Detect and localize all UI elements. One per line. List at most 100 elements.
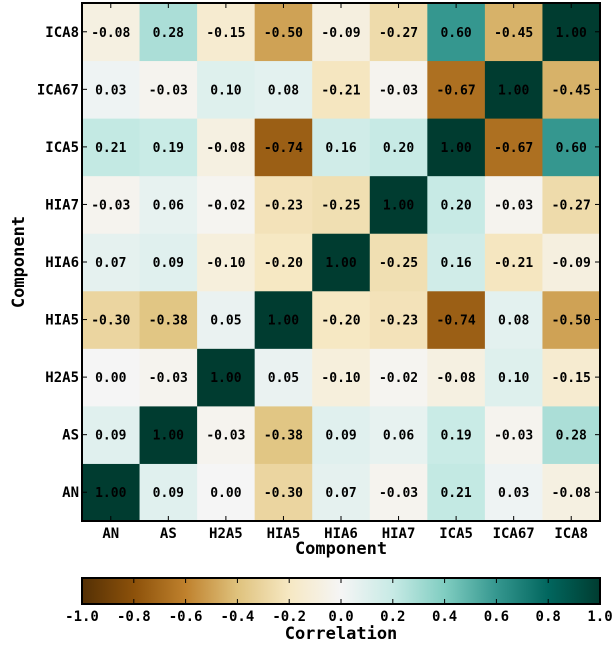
heatmap-cells [82,3,601,522]
cell-value-label: -0.30 [91,314,130,329]
cell-value-label: 1.00 [95,486,126,501]
y-tick-label: ICA8 [45,25,79,41]
cell-value-label: -0.09 [552,256,591,271]
heatmap-cell [139,290,198,349]
cell-value-label: -0.27 [379,26,418,41]
heatmap-cell [82,405,141,464]
colorbar-tick-label: -0.2 [272,609,306,625]
cell-value-label: -0.25 [379,256,418,271]
heatmap-cell [82,60,141,119]
heatmap-cell [369,175,428,234]
heatmap-cell [542,463,601,522]
x-tick-label: HIA7 [382,526,416,542]
heatmap-cell [254,405,313,464]
heatmap-cell [197,175,256,234]
cell-value-label: -0.10 [321,371,360,386]
colorbar-tick-label: 0.0 [328,609,353,625]
cell-value-label: 1.00 [556,26,587,41]
heatmap-cell [197,233,256,292]
heatmap-cell [542,348,601,407]
cell-value-label: 1.00 [440,141,471,156]
cell-value-label: -0.03 [149,371,188,386]
colorbar-label: Correlation [285,624,398,644]
heatmap-cell [139,118,198,177]
heatmap-cell [542,118,601,177]
cell-value-label: 0.09 [95,429,126,444]
x-tick-label: AN [102,526,119,542]
heatmap-cell [484,463,543,522]
y-tick-label: ICA67 [37,82,79,98]
heatmap-cell [139,463,198,522]
heatmap-cell [484,233,543,292]
x-tick-label: ICA8 [554,526,588,542]
colorbar-ticks: -1.0 -0.8 -0.6 -0.4 -0.2 0.0 0.2 0.4 0.6 0.8 1.0 [65,578,613,625]
heatmap-cell [254,60,313,119]
heatmap-cell [139,175,198,234]
y-tick-label: HIA7 [45,197,79,213]
heatmap-cell [369,290,428,349]
heatmap-cell [197,60,256,119]
heatmap-cell [197,463,256,522]
cell-value-label: -0.67 [494,141,533,156]
heatmap-cell [542,60,601,119]
heatmap-cell [312,348,371,407]
cell-value-label: 0.19 [153,141,184,156]
cell-value-label: 1.00 [210,371,241,386]
cell-value-label: 0.09 [153,256,184,271]
cell-value-label: 0.20 [440,198,471,213]
cell-value-label: 0.05 [210,314,241,329]
x-tick-label: H2A5 [209,526,243,542]
y-axis-label: Component [9,216,29,308]
cell-value-label: 0.07 [95,256,126,271]
heatmap-cell [82,348,141,407]
colorbar-tick-label: -0.4 [221,609,255,625]
cell-value-label: 0.16 [325,141,356,156]
heatmap-cell [254,175,313,234]
heatmap-cell [369,60,428,119]
cell-value-label: -0.23 [379,314,418,329]
y-tick-label: ICA5 [45,140,79,156]
cell-value-label: -0.02 [379,371,418,386]
heatmap-cell [369,3,428,62]
x-axis-label: Component [295,539,387,559]
cell-value-label: 1.00 [325,256,356,271]
cell-value-label: 1.00 [498,83,529,98]
cell-value-label: -0.03 [206,429,245,444]
heatmap-cell [82,233,141,292]
cell-value-label: -0.21 [494,256,533,271]
heatmap-cell [369,233,428,292]
heatmap-cell [254,348,313,407]
cell-value-label: -0.30 [264,486,303,501]
cell-value-label: 0.06 [153,198,184,213]
cell-value-label: -0.09 [321,26,360,41]
heatmap-cell [542,3,601,62]
cell-value-label: -0.03 [494,429,533,444]
heatmap-cell [197,405,256,464]
heatmap-cell [139,348,198,407]
cell-value-label: 0.21 [95,141,126,156]
heatmap-cell [427,3,486,62]
heatmap-cell [484,348,543,407]
colorbar-tick-label: 0.6 [484,609,509,625]
heatmap-cell [484,60,543,119]
heatmap-cell [82,175,141,234]
cell-value-label: -0.67 [437,83,476,98]
cell-value-label: 0.60 [440,26,471,41]
cell-value-label: -0.10 [206,256,245,271]
colorbar-tick-label: 0.2 [380,609,405,625]
colorbar-tick-label: 0.8 [536,609,561,625]
heatmap-cell [139,60,198,119]
heatmap-cell [139,3,198,62]
cell-value-label: 0.10 [210,83,241,98]
cell-value-label: 0.10 [498,371,529,386]
y-tick-label: H2A5 [45,370,79,386]
heatmap-cell [542,405,601,464]
x-tick-label: ICA67 [493,526,535,542]
cell-value-label: -0.03 [379,486,418,501]
heatmap-cell [312,3,371,62]
heatmap-cell [312,290,371,349]
heatmap-cell [427,405,486,464]
heatmap-cell [312,463,371,522]
cell-value-label: -0.74 [437,314,476,329]
